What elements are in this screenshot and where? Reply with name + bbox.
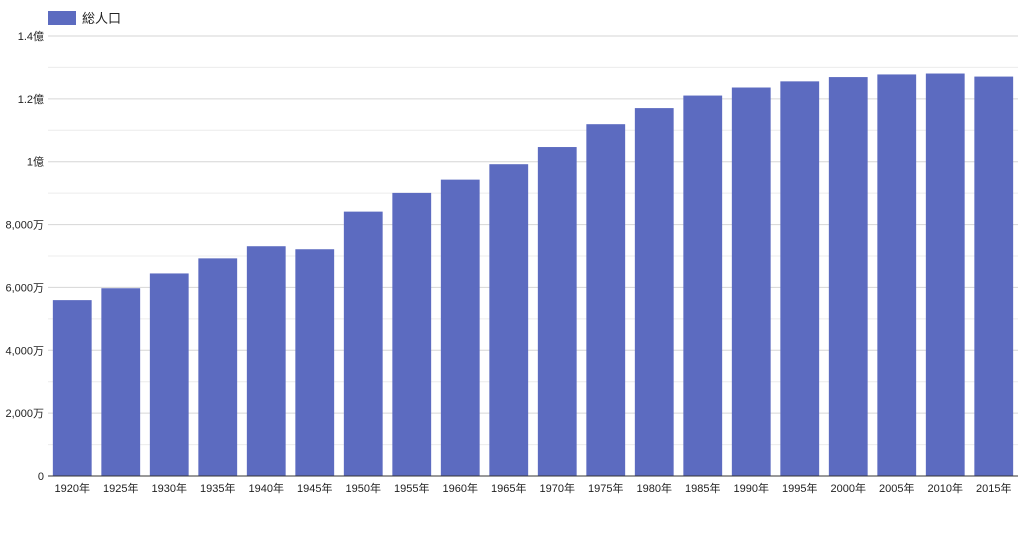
x-tick-label: 2015年	[976, 481, 1011, 495]
y-tick-label: 6,000万	[5, 282, 44, 294]
y-tick-label: 2,000万	[5, 408, 44, 420]
x-tick-label: 1955年	[394, 481, 429, 495]
bar	[295, 249, 335, 476]
bar	[440, 179, 480, 476]
bar	[974, 76, 1014, 477]
bar	[877, 74, 917, 477]
bar	[780, 81, 820, 476]
legend-label: 総人口	[82, 11, 122, 26]
bar	[925, 73, 965, 477]
x-tick-label: 1985年	[685, 481, 720, 495]
bar	[683, 95, 723, 477]
x-tick-label: 1970年	[540, 481, 575, 495]
y-tick-label: 4,000万	[5, 345, 44, 357]
bar	[489, 164, 529, 476]
y-tick-label: 1.4億	[18, 30, 44, 43]
y-tick-label: 1.2億	[18, 93, 44, 106]
bar	[586, 124, 626, 476]
x-tick-label: 1995年	[782, 481, 817, 495]
x-tick-label: 1920年	[55, 481, 90, 495]
x-tick-label: 1965年	[491, 481, 526, 495]
bar	[634, 108, 674, 477]
x-tick-label: 1945年	[297, 481, 332, 495]
x-tick-label: 2005年	[879, 481, 914, 495]
bar	[392, 192, 432, 477]
legend: 総人口	[48, 8, 121, 27]
y-tick-label: 8,000万	[5, 220, 44, 232]
x-tick-label: 1930年	[152, 481, 187, 495]
x-tick-label: 1940年	[249, 481, 284, 495]
bar	[537, 147, 577, 476]
x-tick-label: 1950年	[346, 481, 381, 495]
x-tick-label: 1990年	[734, 481, 769, 495]
y-tick-label: 0	[38, 471, 44, 483]
x-tick-label: 2010年	[928, 481, 963, 495]
legend-swatch	[48, 10, 76, 25]
bar	[101, 288, 141, 476]
x-tick-label: 1935年	[200, 481, 235, 495]
bar	[828, 77, 868, 476]
bar	[731, 87, 771, 477]
bar	[149, 273, 189, 476]
x-tick-label: 2000年	[831, 481, 866, 495]
y-tick-label: 1億	[27, 156, 44, 169]
bar	[246, 246, 286, 476]
x-tick-label: 1960年	[443, 481, 478, 495]
bar	[52, 300, 92, 476]
x-tick-label: 1925年	[103, 481, 138, 495]
bar	[343, 211, 383, 476]
x-tick-label: 1975年	[588, 481, 623, 495]
x-tick-label: 1980年	[637, 481, 672, 495]
bar	[198, 258, 238, 476]
